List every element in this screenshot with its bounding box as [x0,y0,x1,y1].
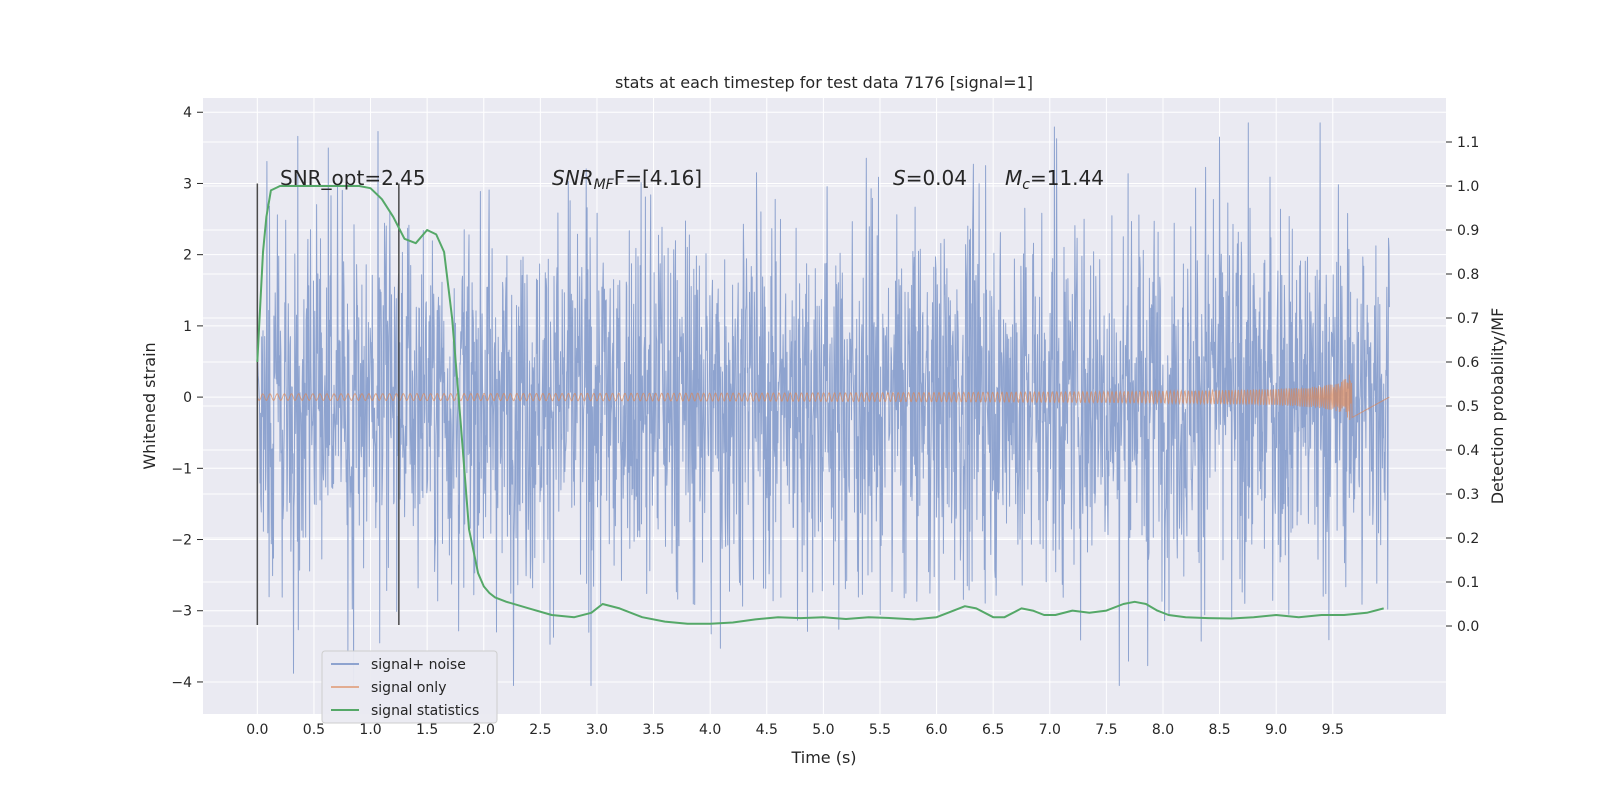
axes: 0.0 0.5 1.0 1.5 2.0 2.5 3.0 3.5 4.0 4.5 5.0 5.5 6.0 6… [171,105,1479,738]
x-tick-label: 4.0 [699,722,721,738]
x-tick-label: 8.5 [1208,722,1230,738]
signal-only-line [256,374,1390,420]
y-left-tick-label: 2 [183,248,192,264]
x-tick-label: 9.0 [1265,722,1287,738]
legend-label-noise: signal+ noise [371,657,466,673]
x-tick-label: 4.5 [756,722,778,738]
y-left-tick-label: −2 [171,533,192,549]
x-tick-label: 7.0 [1039,722,1061,738]
y-right-tick-label: 0.1 [1457,575,1479,591]
x-tick-label: 7.5 [1095,722,1117,738]
x-tick-label: 6.0 [925,722,947,738]
x-tick-label: 8.0 [1152,722,1174,738]
signal-noise-series [256,122,1390,686]
x-tick-label: 6.5 [982,722,1004,738]
y-right-tick-label: 1.0 [1457,179,1479,195]
x-axis-title: Time (s) [790,748,856,767]
y-left-axis-title: Whitened strain [140,342,159,469]
y-right-axis-title: Detection probability/MF [1488,308,1507,505]
x-tick-label: 5.0 [812,722,834,738]
y-right-tick-label: 0.8 [1457,267,1479,283]
legend-box [321,650,498,724]
x-tick-label: 5.5 [869,722,891,738]
legend-label-stats: signal statistics [371,703,479,719]
y-left-tick-label: 1 [183,319,192,335]
y-right-tick-label: 0.4 [1457,443,1479,459]
y-right-tick-label: 0.6 [1457,355,1479,371]
y-right-tick-label: 0.9 [1457,223,1479,239]
y-right-tick-label: 1.1 [1457,135,1479,151]
chart-title: stats at each timestep for test data 717… [615,73,1033,92]
y-right-tick-label: 0.3 [1457,487,1479,503]
signal-only-series [256,374,1390,420]
annotation-mc: Mc=11.44 [1005,166,1104,193]
y-right-tick-label: 0.5 [1457,399,1479,415]
annotation-snr-mf: SNRMFF=[4.16] [552,166,702,193]
y-left-tick-label: −3 [171,604,192,620]
annotation-snr-opt: SNR_opt=2.45 [280,166,426,190]
legend-label-signal: signal only [371,680,446,696]
y-right-tick-label: 0.7 [1457,311,1479,327]
signal-statistics-series [256,185,1384,625]
x-tick-label: 2.5 [529,722,551,738]
y-left-tick-label: 4 [183,105,192,121]
x-tick-label: 1.0 [359,722,381,738]
x-tick-label: 2.0 [473,722,495,738]
x-tick-label: 3.5 [642,722,664,738]
signal-noise-line [256,122,1390,686]
y-right-tick-label: 0.0 [1457,619,1479,635]
x-tick-label: 1.5 [416,722,438,738]
x-tick-label: 3.0 [586,722,608,738]
y-left-tick-label: 0 [183,390,192,406]
y-right-tick-label: 0.2 [1457,531,1479,547]
x-tick-label: 0.5 [303,722,325,738]
legend: signal+ noise signal only signal statist… [321,650,498,724]
vertical-markers [256,183,400,625]
y-left-tick-label: −1 [171,461,192,477]
y-left-tick-label: −4 [171,675,192,691]
signal-statistics-line [256,185,1384,625]
y-left-tick-label: 3 [183,176,192,192]
annotation-s: S=0.04 [893,166,967,190]
x-tick-label: 0.0 [246,722,268,738]
x-tick-label: 9.5 [1322,722,1344,738]
